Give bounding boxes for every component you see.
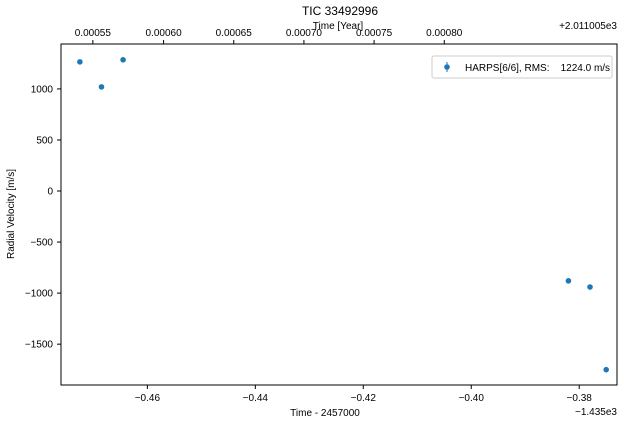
data-point: [565, 278, 572, 284]
x-axis-ticks: −0.46 −0.44 −0.42 −0.40 −0.38: [135, 385, 593, 404]
x-tick-label: −0.42: [351, 393, 377, 404]
y-tick-label: 1000: [31, 84, 54, 95]
x-tick-label: −0.38: [567, 393, 593, 404]
data-point: [120, 57, 126, 63]
y-axis-ticks: 1000 500 0 −500 −1000 −1500: [25, 84, 61, 351]
top-axis-ticks: 0.00055 0.00060 0.00065 0.00070 0.00075 0.000…: [75, 28, 463, 44]
top-tick-label: 0.00080: [426, 28, 463, 39]
plot-frame: [60, 43, 618, 386]
data-point: [98, 84, 105, 90]
top-tick-label: 0.00060: [145, 28, 182, 39]
legend-marker: [444, 64, 450, 70]
y-tick-label: 500: [36, 135, 53, 146]
y-tick-label: 0: [47, 187, 53, 198]
y-tick-label: −1500: [25, 340, 54, 351]
top-tick-label: 0.00055: [75, 28, 112, 39]
legend: HARPS[6/6], RMS: 1224.0 m/s: [431, 55, 613, 79]
y-tick-label: −1000: [25, 289, 54, 300]
y-axis-title: Radial Velocity [m/s]: [6, 169, 17, 259]
x-tick-label: −0.44: [243, 393, 269, 404]
x-axis-title: Time - 2457000: [290, 408, 360, 419]
data-point: [77, 59, 83, 65]
data-points: [77, 57, 610, 373]
x-tick-label: −0.46: [135, 393, 161, 404]
data-point: [603, 366, 610, 373]
top-tick-label: 0.00065: [216, 28, 253, 39]
x-tick-label: −0.40: [459, 393, 485, 404]
legend-box: [431, 55, 613, 79]
top-axis-title: Time [Year]: [313, 21, 364, 32]
legend-label: HARPS[6/6], RMS: 1224.0 m/s: [465, 63, 610, 74]
top-axis-offset: +2.011005e3: [559, 21, 617, 32]
top-tick-label: 0.00075: [356, 28, 393, 39]
chart-title: TIC 33492996: [302, 4, 378, 18]
top-tick-label: 0.00070: [286, 28, 323, 39]
x-axis-offset: −1.435e3: [575, 407, 617, 418]
y-tick-label: −500: [30, 238, 53, 249]
data-point: [587, 284, 593, 290]
